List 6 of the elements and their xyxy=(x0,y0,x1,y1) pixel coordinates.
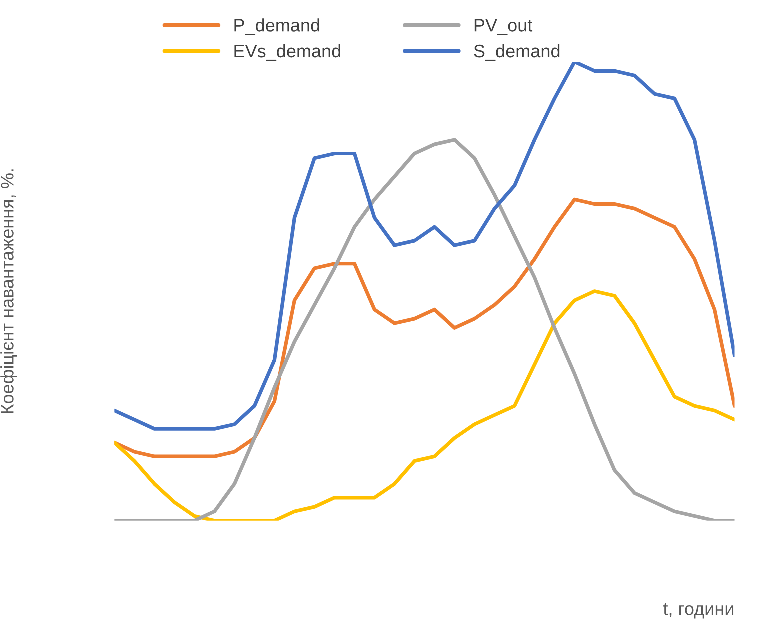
legend-label: EVs_demand xyxy=(234,44,340,62)
legend-label: P_demand xyxy=(234,18,320,36)
legend-label: S_demand xyxy=(474,44,560,62)
y-axis-title: Коефіцієнт навантаження, %. xyxy=(0,170,18,414)
x-axis-title: t, години xyxy=(663,603,734,619)
legend-label: PV_out xyxy=(474,19,533,36)
